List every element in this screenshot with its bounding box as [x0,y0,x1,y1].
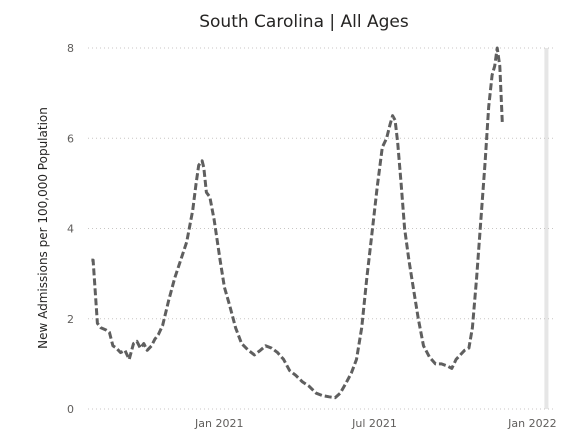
series-layer [91,46,504,400]
y-axis-ticks: 0 2 4 6 8 [67,42,74,416]
series-line-0 [91,46,504,400]
y-tick-label: 8 [67,42,74,55]
x-tick-label: Jan 2022 [507,417,556,430]
highlight-band [544,48,549,409]
x-tick-label: Jul 2021 [351,417,397,430]
y-tick-label: 4 [67,223,74,236]
y-tick-label: 2 [67,313,74,326]
y-axis-title: New Admissions per 100,000 Population [36,107,50,349]
gridlines [88,47,553,410]
x-tick-label: Jan 2021 [194,417,243,430]
y-tick-label: 6 [67,132,74,145]
highlight-band-layer [544,48,549,409]
chart-title: South Carolina | All Ages [199,12,409,32]
x-axis-ticks: Jan 2021 Jul 2021 Jan 2022 [194,417,557,430]
y-tick-label: 0 [67,403,74,416]
